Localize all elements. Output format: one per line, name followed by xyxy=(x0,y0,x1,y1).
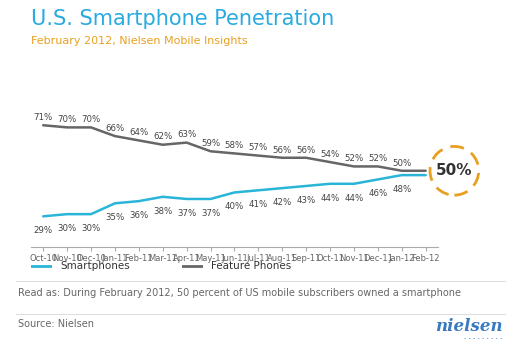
Text: 57%: 57% xyxy=(249,143,268,152)
Text: February 2012, Nielsen Mobile Insights: February 2012, Nielsen Mobile Insights xyxy=(31,36,248,46)
Text: 63%: 63% xyxy=(177,130,196,139)
Text: 43%: 43% xyxy=(296,196,316,205)
Text: 44%: 44% xyxy=(344,194,364,203)
Text: Smartphones: Smartphones xyxy=(60,261,130,270)
Text: 30%: 30% xyxy=(81,224,101,233)
Text: Source: Nielsen: Source: Nielsen xyxy=(18,319,94,329)
Text: U.S. Smartphone Penetration: U.S. Smartphone Penetration xyxy=(31,9,334,29)
Text: 52%: 52% xyxy=(368,154,388,163)
Text: 50%: 50% xyxy=(436,163,473,178)
Text: 37%: 37% xyxy=(201,209,220,218)
Text: Read as: During February 2012, 50 percent of US mobile subscribers owned a smart: Read as: During February 2012, 50 percen… xyxy=(18,288,461,298)
Text: 29%: 29% xyxy=(34,226,53,235)
Text: 59%: 59% xyxy=(201,139,220,148)
Text: 41%: 41% xyxy=(249,200,268,209)
Text: 64%: 64% xyxy=(129,128,148,137)
Text: 62%: 62% xyxy=(153,132,172,141)
Text: 70%: 70% xyxy=(81,115,101,124)
Text: 36%: 36% xyxy=(129,211,148,220)
Text: 46%: 46% xyxy=(368,189,388,198)
Text: nielsen: nielsen xyxy=(435,317,503,335)
Text: 38%: 38% xyxy=(153,207,172,216)
Text: 71%: 71% xyxy=(33,113,53,122)
Text: 48%: 48% xyxy=(392,185,412,194)
Text: 35%: 35% xyxy=(105,213,125,222)
Text: 56%: 56% xyxy=(272,146,292,155)
Text: 70%: 70% xyxy=(57,115,77,124)
Text: . . . . . . . . .: . . . . . . . . . xyxy=(464,335,503,340)
Text: 40%: 40% xyxy=(225,202,244,211)
Text: 50%: 50% xyxy=(392,158,412,168)
Text: 42%: 42% xyxy=(272,198,292,207)
Text: 52%: 52% xyxy=(344,154,364,163)
Text: 56%: 56% xyxy=(296,146,316,155)
Text: 37%: 37% xyxy=(177,209,196,218)
Text: 44%: 44% xyxy=(320,194,340,203)
Text: Feature Phones: Feature Phones xyxy=(211,261,291,270)
Text: 58%: 58% xyxy=(225,141,244,150)
Text: 66%: 66% xyxy=(105,124,125,133)
Text: 54%: 54% xyxy=(320,150,340,159)
Text: 30%: 30% xyxy=(57,224,77,233)
